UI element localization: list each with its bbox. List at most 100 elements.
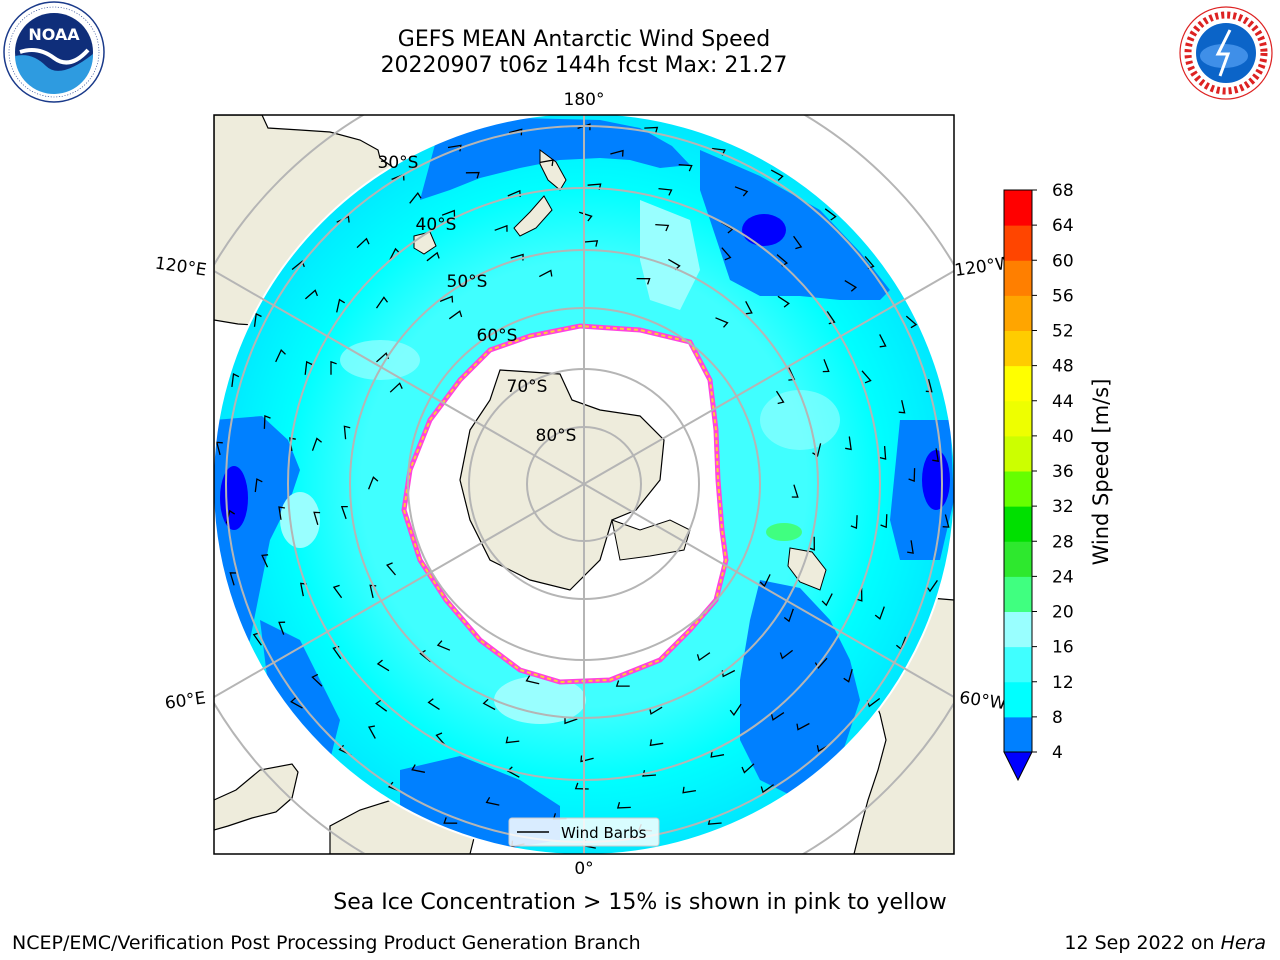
wind-barb (356, 237, 370, 249)
lat-label-30s: 30°S (378, 153, 419, 173)
wind-barb (855, 587, 863, 602)
colorbar-segment (1004, 576, 1032, 612)
colorbar-segment (1004, 541, 1032, 577)
wind-barb (925, 580, 938, 593)
wind-barb (311, 673, 323, 687)
colorbar-tick-label: 16 (1052, 638, 1074, 658)
colorbar-tick-label: 36 (1052, 462, 1074, 482)
credit-right: 12 Sep 2022 on Hera (1064, 932, 1266, 954)
wind-barb (655, 223, 670, 232)
colorbar-segment (1004, 611, 1032, 648)
wind-barb (942, 514, 950, 528)
wind-barb (564, 717, 578, 725)
south-america-tip (787, 547, 827, 591)
wind-barb (538, 269, 553, 278)
wind-barb (389, 382, 403, 393)
wind-barb (304, 289, 319, 300)
wind-barb (715, 317, 729, 328)
wind-barb (678, 164, 693, 172)
wind-barb (616, 802, 631, 809)
wind-barb (441, 209, 456, 217)
colorbar-segment (1004, 435, 1032, 472)
lat-label-60s: 60°S (477, 326, 518, 346)
wind-barb (411, 764, 426, 773)
wind-barb (879, 446, 887, 460)
lon-label-180: 180° (564, 90, 605, 110)
wind-barb (796, 722, 810, 731)
wind-barb (375, 296, 389, 309)
colorbar-tick-label: 40 (1052, 427, 1074, 447)
wind-barb (908, 468, 916, 483)
wind-barb (793, 235, 803, 250)
wind-barb (580, 755, 594, 763)
wind-barb (845, 436, 852, 451)
lat-label-70s: 70°S (507, 377, 548, 397)
colorbar-label: Wind Speed [m/s] (1089, 379, 1113, 566)
wind-barb (215, 441, 223, 456)
colorbar-tick-label: 32 (1052, 497, 1074, 517)
wind-barb (494, 224, 508, 232)
wind-barb (525, 675, 540, 685)
wind-barb (332, 584, 343, 599)
lat-label-50s: 50°S (447, 272, 488, 292)
wind-barb (824, 208, 837, 221)
legend-label: Wind Barbs (561, 824, 647, 842)
wind-barb (330, 360, 337, 375)
graticule (214, 115, 954, 854)
map-legend: Wind Barbs (508, 817, 660, 847)
wind-barb (447, 144, 462, 152)
wind-barb (814, 657, 828, 670)
wind-barb (745, 300, 753, 315)
wind-barb (340, 505, 348, 520)
colorbar-tick-label: 44 (1052, 392, 1074, 412)
wind-barb (505, 736, 520, 744)
antarctica-land (459, 369, 665, 591)
wind-barb (427, 698, 440, 710)
wind-barb (261, 554, 269, 568)
credit-machine: Hera (1220, 932, 1266, 954)
svg-text:NOAA: NOAA (28, 25, 80, 44)
colorbar-extend-min (1003, 751, 1033, 782)
wind-barb (291, 260, 305, 271)
wind-barb (907, 540, 914, 554)
wind-barb (779, 649, 793, 660)
wind-barb (610, 149, 624, 157)
wind-barb (898, 400, 906, 414)
colorbar-segment (1004, 400, 1032, 437)
wind-barb (905, 315, 918, 329)
wind-barb (696, 652, 711, 662)
wind-barb (336, 298, 346, 313)
wind-barb (777, 295, 790, 308)
wind-barb (644, 126, 659, 134)
wind-barb (436, 640, 451, 651)
wind-barb (844, 280, 858, 292)
colorbar-tick-label: 56 (1052, 286, 1074, 306)
wind-barb (435, 732, 446, 746)
colorbar-segment (1004, 295, 1032, 331)
wind-barb (263, 414, 271, 429)
colorbar-tick-label: 20 (1052, 603, 1074, 623)
wind-barb (649, 706, 663, 715)
wind-barb (770, 712, 785, 721)
wind-barb (465, 171, 480, 179)
wind-barb (760, 784, 774, 794)
credit-left: NCEP/EMC/Verification Post Processing Pr… (12, 932, 641, 954)
colorbar-tick-label: 52 (1052, 322, 1074, 342)
wind-barb (409, 191, 422, 204)
wind-barb (253, 312, 262, 327)
colorbar-tick-label: 4 (1052, 743, 1063, 763)
credit-date: 12 Sep 2022 on (1064, 932, 1221, 954)
wind-barb (874, 606, 885, 620)
wind-barb (508, 128, 523, 136)
wind-barb (861, 370, 872, 384)
wind-barb (367, 476, 379, 490)
wind-barb (485, 796, 500, 806)
lat-label-40s: 40°S (416, 215, 457, 235)
colorbar-segment (1004, 681, 1032, 718)
wind-barb (367, 725, 376, 739)
wind-barb (880, 514, 888, 529)
wind-barb (376, 659, 390, 672)
wind-barb (775, 390, 785, 405)
wind-barb (275, 348, 286, 363)
